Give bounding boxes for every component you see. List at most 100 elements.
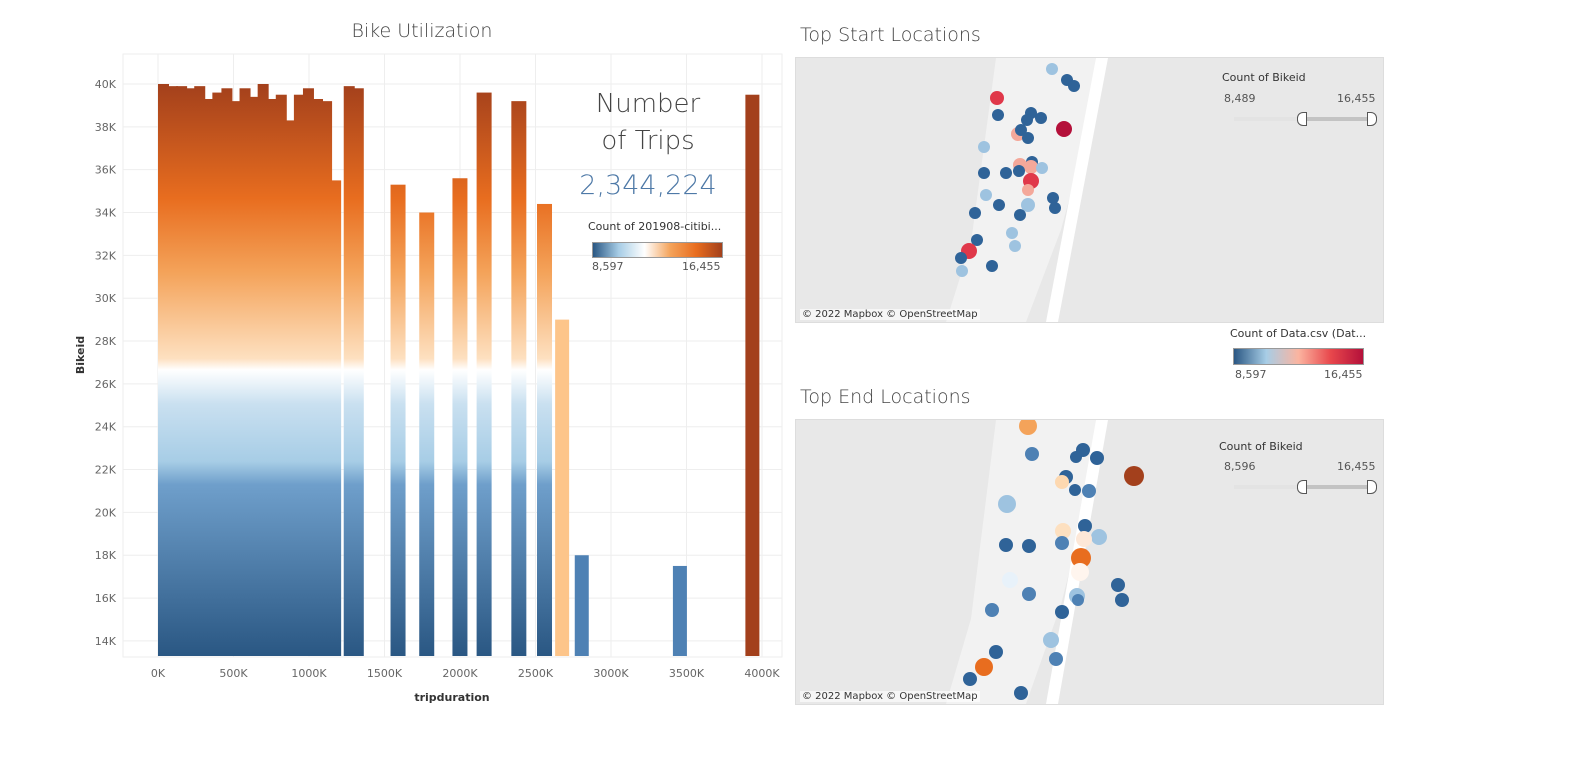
station-marker[interactable] xyxy=(1013,165,1025,177)
station-marker[interactable] xyxy=(1022,132,1034,144)
bar[interactable] xyxy=(284,120,296,656)
station-marker[interactable] xyxy=(1055,523,1071,539)
station-marker[interactable] xyxy=(1036,162,1048,174)
bar[interactable] xyxy=(419,212,435,656)
bar[interactable] xyxy=(185,88,197,656)
station-marker[interactable] xyxy=(1021,198,1035,212)
station-marker[interactable] xyxy=(992,109,1004,121)
count-range-slider[interactable] xyxy=(1234,480,1377,494)
bar[interactable] xyxy=(194,86,206,657)
station-marker[interactable] xyxy=(971,234,983,246)
station-marker[interactable] xyxy=(993,199,1005,211)
bar[interactable] xyxy=(321,101,333,657)
station-marker[interactable] xyxy=(1046,63,1058,75)
station-marker[interactable] xyxy=(1021,114,1033,126)
station-marker[interactable] xyxy=(1049,202,1061,214)
start-locations-map[interactable]: Count of Bikeid 8,489 16,455 © 2022 Mapb… xyxy=(795,57,1384,323)
station-marker[interactable] xyxy=(1078,519,1092,533)
bar[interactable] xyxy=(248,96,260,657)
slider-min-handle[interactable] xyxy=(1297,480,1307,494)
station-marker[interactable] xyxy=(1115,593,1129,607)
station-marker[interactable] xyxy=(1071,548,1091,568)
bar[interactable] xyxy=(302,88,314,656)
bar[interactable] xyxy=(343,86,355,657)
station-marker[interactable] xyxy=(1055,536,1069,550)
station-marker[interactable] xyxy=(1055,475,1069,489)
slider-max-handle[interactable] xyxy=(1367,480,1377,494)
station-marker[interactable] xyxy=(998,495,1016,513)
station-marker[interactable] xyxy=(969,207,981,219)
bar[interactable] xyxy=(266,98,278,656)
map-attribution[interactable]: © 2022 Mapbox © OpenStreetMap xyxy=(800,691,980,702)
bar[interactable] xyxy=(158,84,169,656)
bar[interactable] xyxy=(203,98,215,656)
station-marker[interactable] xyxy=(956,265,968,277)
station-marker[interactable] xyxy=(1056,121,1072,137)
station-marker[interactable] xyxy=(963,672,977,686)
station-marker[interactable] xyxy=(1014,209,1026,221)
station-marker[interactable] xyxy=(1022,539,1036,553)
station-marker[interactable] xyxy=(1090,451,1104,465)
station-marker[interactable] xyxy=(1014,686,1028,700)
station-marker[interactable] xyxy=(955,252,967,264)
bar[interactable] xyxy=(330,180,342,656)
station-marker[interactable] xyxy=(1124,466,1144,486)
color-legend-ramp[interactable] xyxy=(592,242,723,258)
station-marker[interactable] xyxy=(1047,192,1059,204)
station-marker[interactable] xyxy=(1072,594,1084,606)
bar[interactable] xyxy=(745,94,760,656)
station-marker[interactable] xyxy=(1055,605,1069,619)
station-marker[interactable] xyxy=(1000,167,1012,179)
bar[interactable] xyxy=(167,86,179,657)
end-locations-map[interactable]: Count of Bikeid 8,596 16,455 © 2022 Mapb… xyxy=(795,419,1384,705)
station-marker[interactable] xyxy=(1070,451,1082,463)
station-marker[interactable] xyxy=(999,538,1013,552)
station-marker[interactable] xyxy=(1009,240,1021,252)
station-marker[interactable] xyxy=(1015,124,1027,136)
count-range-slider[interactable] xyxy=(1234,112,1377,126)
bar[interactable] xyxy=(476,92,492,657)
bar[interactable] xyxy=(555,319,570,656)
station-marker[interactable] xyxy=(1091,529,1107,545)
station-marker[interactable] xyxy=(985,603,999,617)
bar[interactable] xyxy=(212,92,224,657)
station-marker[interactable] xyxy=(980,189,992,201)
station-marker[interactable] xyxy=(978,167,990,179)
station-marker[interactable] xyxy=(1019,420,1037,435)
station-marker[interactable] xyxy=(1024,160,1038,174)
bar[interactable] xyxy=(537,203,553,656)
map-legend-ramp[interactable] xyxy=(1233,348,1364,365)
station-marker[interactable] xyxy=(1082,484,1096,498)
bar[interactable] xyxy=(390,184,406,656)
station-marker[interactable] xyxy=(1111,578,1125,592)
station-marker[interactable] xyxy=(1022,587,1036,601)
bar[interactable] xyxy=(293,94,305,656)
station-marker[interactable] xyxy=(978,141,990,153)
station-marker[interactable] xyxy=(1071,563,1089,581)
bar[interactable] xyxy=(452,178,468,657)
map-attribution[interactable]: © 2022 Mapbox © OpenStreetMap xyxy=(800,309,980,320)
bar[interactable] xyxy=(230,101,242,657)
station-marker[interactable] xyxy=(986,260,998,272)
station-marker[interactable] xyxy=(990,91,1004,105)
bar[interactable] xyxy=(239,88,251,656)
slider-min-handle[interactable] xyxy=(1297,112,1307,126)
bar[interactable] xyxy=(574,555,589,656)
bar[interactable] xyxy=(511,101,527,657)
station-marker[interactable] xyxy=(1002,572,1018,588)
station-marker[interactable] xyxy=(1076,531,1092,547)
station-marker[interactable] xyxy=(975,658,993,676)
station-marker[interactable] xyxy=(1025,447,1039,461)
bar[interactable] xyxy=(352,88,364,656)
bar[interactable] xyxy=(275,94,287,656)
station-marker[interactable] xyxy=(1035,112,1047,124)
station-marker[interactable] xyxy=(1069,484,1081,496)
slider-max-handle[interactable] xyxy=(1367,112,1377,126)
station-marker[interactable] xyxy=(1049,652,1063,666)
station-marker[interactable] xyxy=(1068,80,1080,92)
bar[interactable] xyxy=(176,86,188,657)
station-marker[interactable] xyxy=(1006,227,1018,239)
station-marker[interactable] xyxy=(1043,632,1059,648)
bar[interactable] xyxy=(672,565,687,656)
bar[interactable] xyxy=(257,84,269,656)
